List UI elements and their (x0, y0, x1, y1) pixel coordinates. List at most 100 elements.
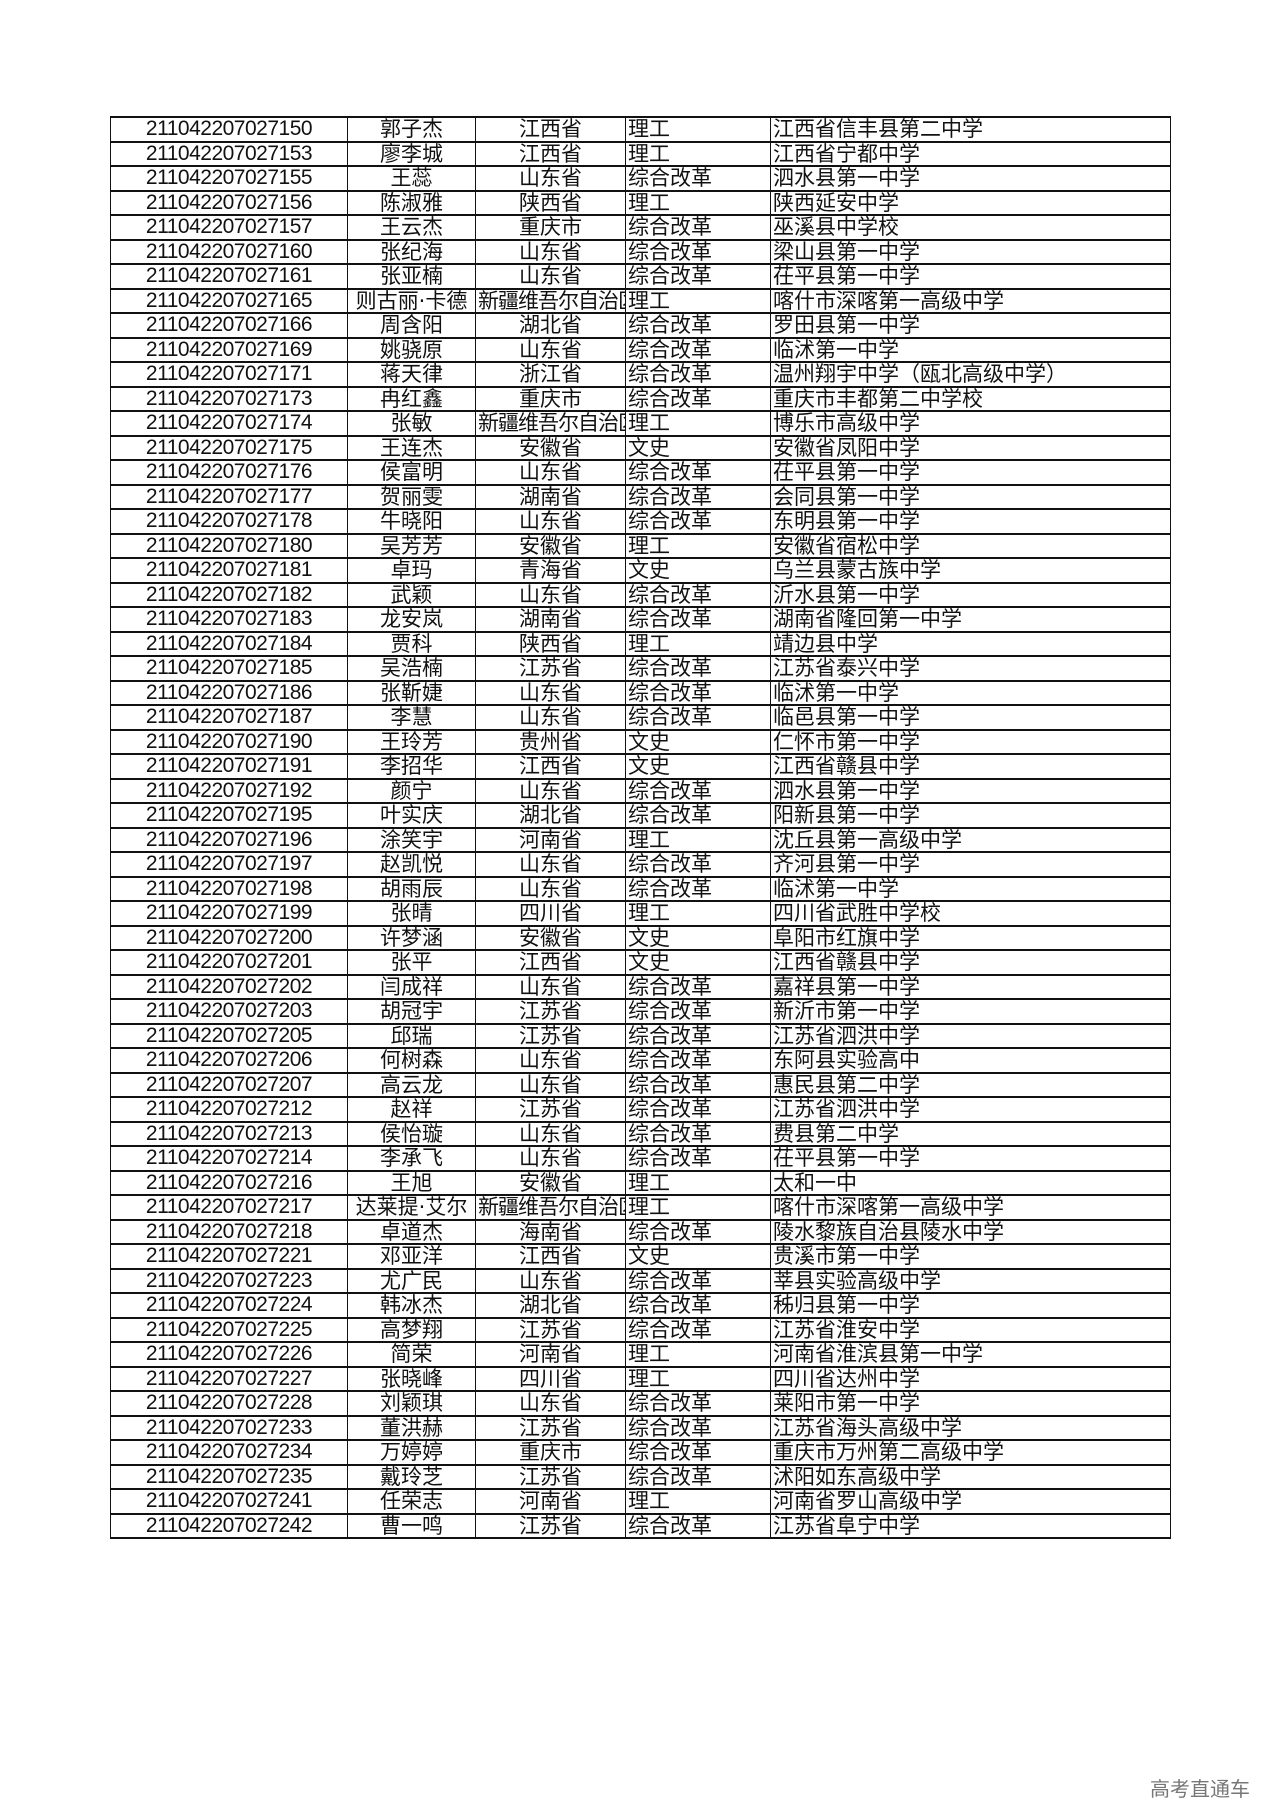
table-row: 211042207027226 简荣 河南省 理工 河南省淮滨县第一中学 (110, 1341, 1171, 1368)
category-cell: 综合改革 (625, 214, 771, 241)
name-cell: 李招华 (347, 753, 476, 780)
table-row: 211042207027223 尤广民 山东省 综合改革 莘县实验高级中学 (110, 1267, 1171, 1294)
exam-id-cell: 211042207027173 (110, 385, 348, 412)
exam-id-cell: 211042207027233 (110, 1414, 348, 1441)
school-cell: 博乐市高级中学 (770, 410, 1171, 437)
province-cell: 山东省 (475, 1390, 626, 1417)
province-cell: 江西省 (475, 949, 626, 976)
category-cell: 文史 (625, 1243, 771, 1270)
school-cell: 江苏省阜宁中学 (770, 1512, 1171, 1539)
category-cell: 综合改革 (625, 1071, 771, 1098)
category-cell: 综合改革 (625, 508, 771, 535)
exam-id-cell: 211042207027161 (110, 263, 348, 290)
category-cell: 理工 (625, 189, 771, 216)
table-row: 211042207027199 张晴 四川省 理工 四川省武胜中学校 (110, 900, 1171, 927)
school-cell: 温州翔宇中学（瓯北高级中学） (770, 361, 1171, 388)
exam-id-cell: 211042207027241 (110, 1488, 348, 1515)
province-cell: 山东省 (475, 1145, 626, 1172)
province-cell: 山东省 (475, 508, 626, 535)
name-cell: 李慧 (347, 704, 476, 731)
table-row: 211042207027186 张靳婕 山东省 综合改革 临沭第一中学 (110, 679, 1171, 706)
table-row: 211042207027214 李承飞 山东省 综合改革 茌平县第一中学 (110, 1145, 1171, 1172)
exam-id-cell: 211042207027160 (110, 238, 348, 265)
school-cell: 靖边县中学 (770, 630, 1171, 657)
school-cell: 巫溪县中学校 (770, 214, 1171, 241)
category-cell: 综合改革 (625, 1120, 771, 1147)
exam-id-cell: 211042207027197 (110, 851, 348, 878)
table-row: 211042207027153 廖李城 江西省 理工 江西省宁都中学 (110, 140, 1171, 167)
name-cell: 邱瑞 (347, 1022, 476, 1049)
category-cell: 综合改革 (625, 1047, 771, 1074)
exam-id-cell: 211042207027187 (110, 704, 348, 731)
province-cell: 江苏省 (475, 1463, 626, 1490)
exam-id-cell: 211042207027228 (110, 1390, 348, 1417)
name-cell: 廖李城 (347, 140, 476, 167)
province-cell: 江苏省 (475, 655, 626, 682)
table-row: 211042207027150 郭子杰 江西省 理工 江西省信丰县第二中学 (110, 116, 1171, 143)
table-row: 211042207027190 王玲芳 贵州省 文史 仁怀市第一中学 (110, 728, 1171, 755)
category-cell: 综合改革 (625, 312, 771, 339)
exam-id-cell: 211042207027225 (110, 1316, 348, 1343)
exam-id-cell: 211042207027226 (110, 1341, 348, 1368)
table-row: 211042207027234 万婷婷 重庆市 综合改革 重庆市万州第二高级中学 (110, 1439, 1171, 1466)
school-cell: 临邑县第一中学 (770, 704, 1171, 731)
exam-id-cell: 211042207027176 (110, 459, 348, 486)
province-cell: 山东省 (475, 704, 626, 731)
table-row: 211042207027202 闫成祥 山东省 综合改革 嘉祥县第一中学 (110, 973, 1171, 1000)
exam-id-cell: 211042207027201 (110, 949, 348, 976)
exam-id-cell: 211042207027186 (110, 679, 348, 706)
category-cell: 综合改革 (625, 606, 771, 633)
exam-id-cell: 211042207027166 (110, 312, 348, 339)
exam-id-cell: 211042207027202 (110, 973, 348, 1000)
category-cell: 理工 (625, 532, 771, 559)
table-row: 211042207027160 张纪海 山东省 综合改革 梁山县第一中学 (110, 238, 1171, 265)
province-cell: 湖南省 (475, 483, 626, 510)
category-cell: 综合改革 (625, 581, 771, 608)
category-cell: 理工 (625, 630, 771, 657)
exam-id-cell: 211042207027192 (110, 777, 348, 804)
exam-id-cell: 211042207027178 (110, 508, 348, 535)
table-row: 211042207027205 邱瑞 江苏省 综合改革 江苏省泗洪中学 (110, 1022, 1171, 1049)
category-cell: 综合改革 (625, 1316, 771, 1343)
school-cell: 沭阳如东高级中学 (770, 1463, 1171, 1490)
province-cell: 江西省 (475, 753, 626, 780)
name-cell: 赵凯悦 (347, 851, 476, 878)
province-cell: 山东省 (475, 679, 626, 706)
school-cell: 仁怀市第一中学 (770, 728, 1171, 755)
school-cell: 茌平县第一中学 (770, 1145, 1171, 1172)
school-cell: 四川省达州中学 (770, 1365, 1171, 1392)
school-cell: 安徽省宿松中学 (770, 532, 1171, 559)
table-row: 211042207027177 贺丽雯 湖南省 综合改革 会同县第一中学 (110, 483, 1171, 510)
school-cell: 阜阳市红旗中学 (770, 924, 1171, 951)
province-cell: 江苏省 (475, 1512, 626, 1539)
category-cell: 综合改革 (625, 336, 771, 363)
table-row: 211042207027207 高云龙 山东省 综合改革 惠民县第二中学 (110, 1071, 1171, 1098)
exam-id-cell: 211042207027214 (110, 1145, 348, 1172)
province-cell: 山东省 (475, 1071, 626, 1098)
province-cell: 安徽省 (475, 532, 626, 559)
province-cell: 江苏省 (475, 1022, 626, 1049)
exam-id-cell: 211042207027171 (110, 361, 348, 388)
category-cell: 文史 (625, 949, 771, 976)
school-cell: 东阿县实验高中 (770, 1047, 1171, 1074)
table-row: 211042207027166 周含阳 湖北省 综合改革 罗田县第一中学 (110, 312, 1171, 339)
name-cell: 邓亚洋 (347, 1243, 476, 1270)
school-cell: 莱阳市第一中学 (770, 1390, 1171, 1417)
name-cell: 龙安岚 (347, 606, 476, 633)
province-cell: 山东省 (475, 1120, 626, 1147)
school-cell: 安徽省凤阳中学 (770, 434, 1171, 461)
name-cell: 姚骁原 (347, 336, 476, 363)
school-cell: 重庆市万州第二高级中学 (770, 1439, 1171, 1466)
name-cell: 高云龙 (347, 1071, 476, 1098)
school-cell: 新沂市第一中学 (770, 998, 1171, 1025)
category-cell: 综合改革 (625, 777, 771, 804)
name-cell: 涂笑宇 (347, 826, 476, 853)
province-cell: 贵州省 (475, 728, 626, 755)
school-cell: 泗水县第一中学 (770, 777, 1171, 804)
school-cell: 江苏省海头高级中学 (770, 1414, 1171, 1441)
name-cell: 张平 (347, 949, 476, 976)
table-row: 211042207027191 李招华 江西省 文史 江西省赣县中学 (110, 753, 1171, 780)
category-cell: 综合改革 (625, 851, 771, 878)
name-cell: 胡冠宇 (347, 998, 476, 1025)
province-cell: 江西省 (475, 116, 626, 143)
